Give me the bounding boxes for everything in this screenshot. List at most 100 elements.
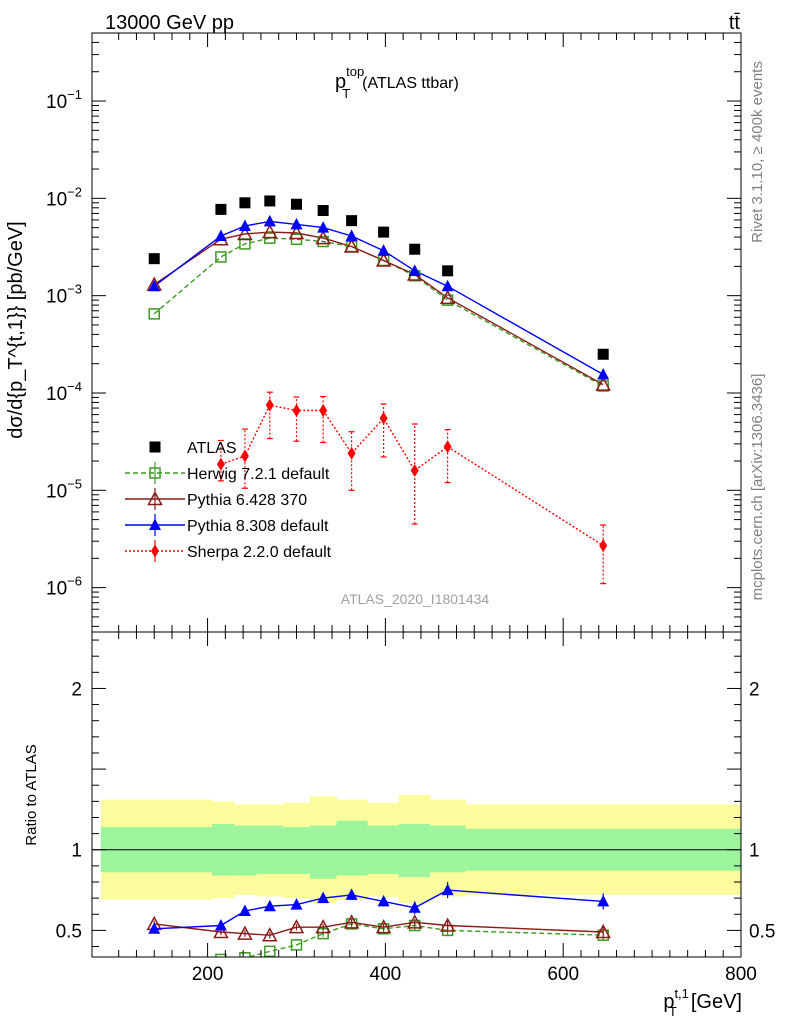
- ratio-panel: 0.5 0.5 1 1 2 2 200 400 600 800: [56, 631, 775, 985]
- ratio-point-pythia6: [343, 914, 360, 929]
- ratio-point-pythia8: [441, 883, 454, 896]
- main-point-herwig: [148, 308, 160, 320]
- legend-label-sherpa: Sherpa 2.2.0 default: [187, 544, 332, 561]
- main-title-sup: top: [346, 64, 364, 79]
- main-point-pythia8: [148, 279, 161, 292]
- main-ytick-label: 10−4: [46, 379, 82, 405]
- ratio-ytick-label: 1: [71, 841, 82, 862]
- ratio-point-pythia6: [595, 923, 611, 939]
- ratio-band-inner: [309, 825, 337, 879]
- ratio-point-pythia8: [377, 894, 390, 907]
- main-point-data: [215, 203, 227, 215]
- ratio-band-inner: [336, 820, 369, 876]
- ratio-point-pythia8: [214, 919, 227, 931]
- ratio-point-pythia8: [290, 898, 303, 910]
- main-line-sherpa: [220, 404, 604, 547]
- ratio-xtick-label: 800: [725, 964, 757, 985]
- ratio-point-pythia6: [288, 919, 305, 934]
- ratio-band-inner: [283, 827, 311, 874]
- main-point-pythia6: [595, 376, 611, 391]
- ratio-point-pythia6: [406, 914, 423, 929]
- ratio-point-pythia6: [213, 923, 229, 939]
- main-point-data: [290, 198, 302, 210]
- ratio-frame: [91, 631, 742, 958]
- main-point-pythia6: [288, 224, 305, 240]
- main-point-pythia8: [408, 264, 421, 276]
- ratio-plot-area: [92, 794, 741, 957]
- main-point-sherpa: [240, 449, 249, 463]
- legend-marker-herwig: [149, 467, 161, 479]
- main-title-sub: T: [342, 86, 350, 101]
- main-point-pythia6: [237, 225, 253, 241]
- legend-marker-sherpa: [151, 544, 159, 558]
- main-point-pythia8: [441, 279, 454, 292]
- ratio-point-herwig: [290, 939, 303, 951]
- main-point-sherpa: [216, 457, 225, 471]
- ratio-point-pythia6: [315, 919, 331, 934]
- main-point-sherpa: [319, 404, 328, 418]
- legend-label-herwig: Herwig 7.2.1 default: [187, 466, 330, 483]
- main-ylabel-text: dσ/d{p_T^{t,1}} [pb/GeV]: [5, 221, 27, 438]
- ratio-xtick-label: 200: [192, 964, 224, 985]
- legend-label-data: ATLAS: [187, 440, 237, 457]
- x-axis-label-unit: [GeV]: [691, 991, 742, 1013]
- main-point-sherpa: [599, 539, 608, 553]
- ratio-ylabel: Ratio to ATLAS: [23, 744, 40, 845]
- main-plot-area: [146, 195, 611, 585]
- main-ylabel: dσ/d{p_T^{t,1}} [pb/GeV]: [5, 221, 27, 438]
- ratio-point-herwig: [264, 945, 276, 957]
- x-axis-label: pt,1 T [GeV]: [663, 986, 742, 1019]
- main-title-p: p: [335, 71, 346, 93]
- ratio-point-herwig: [215, 953, 227, 957]
- main-point-pythia8: [290, 217, 303, 230]
- main-point-data: [264, 195, 276, 207]
- ratio-ytick-label: 0.5: [56, 921, 82, 942]
- ratio-band-inner: [234, 825, 257, 876]
- main-point-sherpa: [292, 404, 301, 418]
- main-point-sherpa: [379, 411, 388, 425]
- legend-marker-data: [149, 441, 161, 453]
- main-point-data: [442, 265, 454, 277]
- ratio-ytick-label-right: 2: [749, 679, 760, 700]
- main-ytick-label: 10−1: [46, 87, 82, 113]
- legend-label-pythia6: Pythia 6.428 370: [187, 492, 307, 509]
- main-point-sherpa: [443, 440, 452, 454]
- ratio-point-pythia8: [238, 904, 251, 917]
- x-axis-label-p: p: [663, 991, 674, 1013]
- main-point-sherpa: [265, 398, 274, 412]
- main-point-pythia8: [238, 219, 251, 231]
- legend-marker-pythia8: [149, 518, 161, 530]
- main-point-data: [378, 226, 390, 238]
- main-ytick-label: 10−3: [46, 282, 82, 308]
- main-point-sherpa: [410, 463, 419, 477]
- main-panel: 10−1 10−2 10−3 10−4 10−5 10−6: [46, 32, 742, 633]
- main-point-data: [148, 253, 160, 265]
- main-line-herwig: [153, 237, 604, 387]
- main-point-data: [346, 215, 358, 227]
- main-point-pythia6: [262, 224, 278, 239]
- main-ytick-label: 10−6: [46, 574, 82, 600]
- ratio-xtick-label: 400: [370, 964, 402, 985]
- legend-marker-pythia6: [147, 490, 163, 506]
- main-point-sherpa: [347, 446, 356, 460]
- main-point-pythia6: [375, 252, 392, 267]
- ratio-point-pythia6: [262, 927, 278, 942]
- main-line-pythia6: [153, 231, 604, 386]
- ratio-ytick-label: 2: [71, 679, 82, 700]
- ratio-point-pythia6: [375, 919, 392, 934]
- ratio-point-pythia8: [317, 891, 330, 904]
- main-ytick-label: 10−2: [46, 184, 82, 210]
- main-title-suffix: (ATLAS ttbar): [362, 75, 459, 92]
- main-point-pythia8: [317, 221, 330, 233]
- main-point-pythia8: [263, 214, 276, 227]
- legend-label-pythia8: Pythia 8.308 default: [187, 518, 329, 535]
- legend: ATLAS Herwig 7.2.1 default Pythia 6.428 37…: [125, 440, 332, 562]
- main-point-data: [317, 205, 329, 217]
- rivet-label: Rivet 3.1.10, ≥ 400k events: [749, 61, 766, 243]
- energy-label: 13000 GeV pp: [105, 12, 234, 34]
- main-title: ptop T (ATLAS ttbar): [335, 64, 459, 101]
- ratio-point-pythia8: [408, 901, 421, 913]
- ratio-point-pythia8: [263, 899, 276, 912]
- ratio-band-inner: [429, 825, 466, 873]
